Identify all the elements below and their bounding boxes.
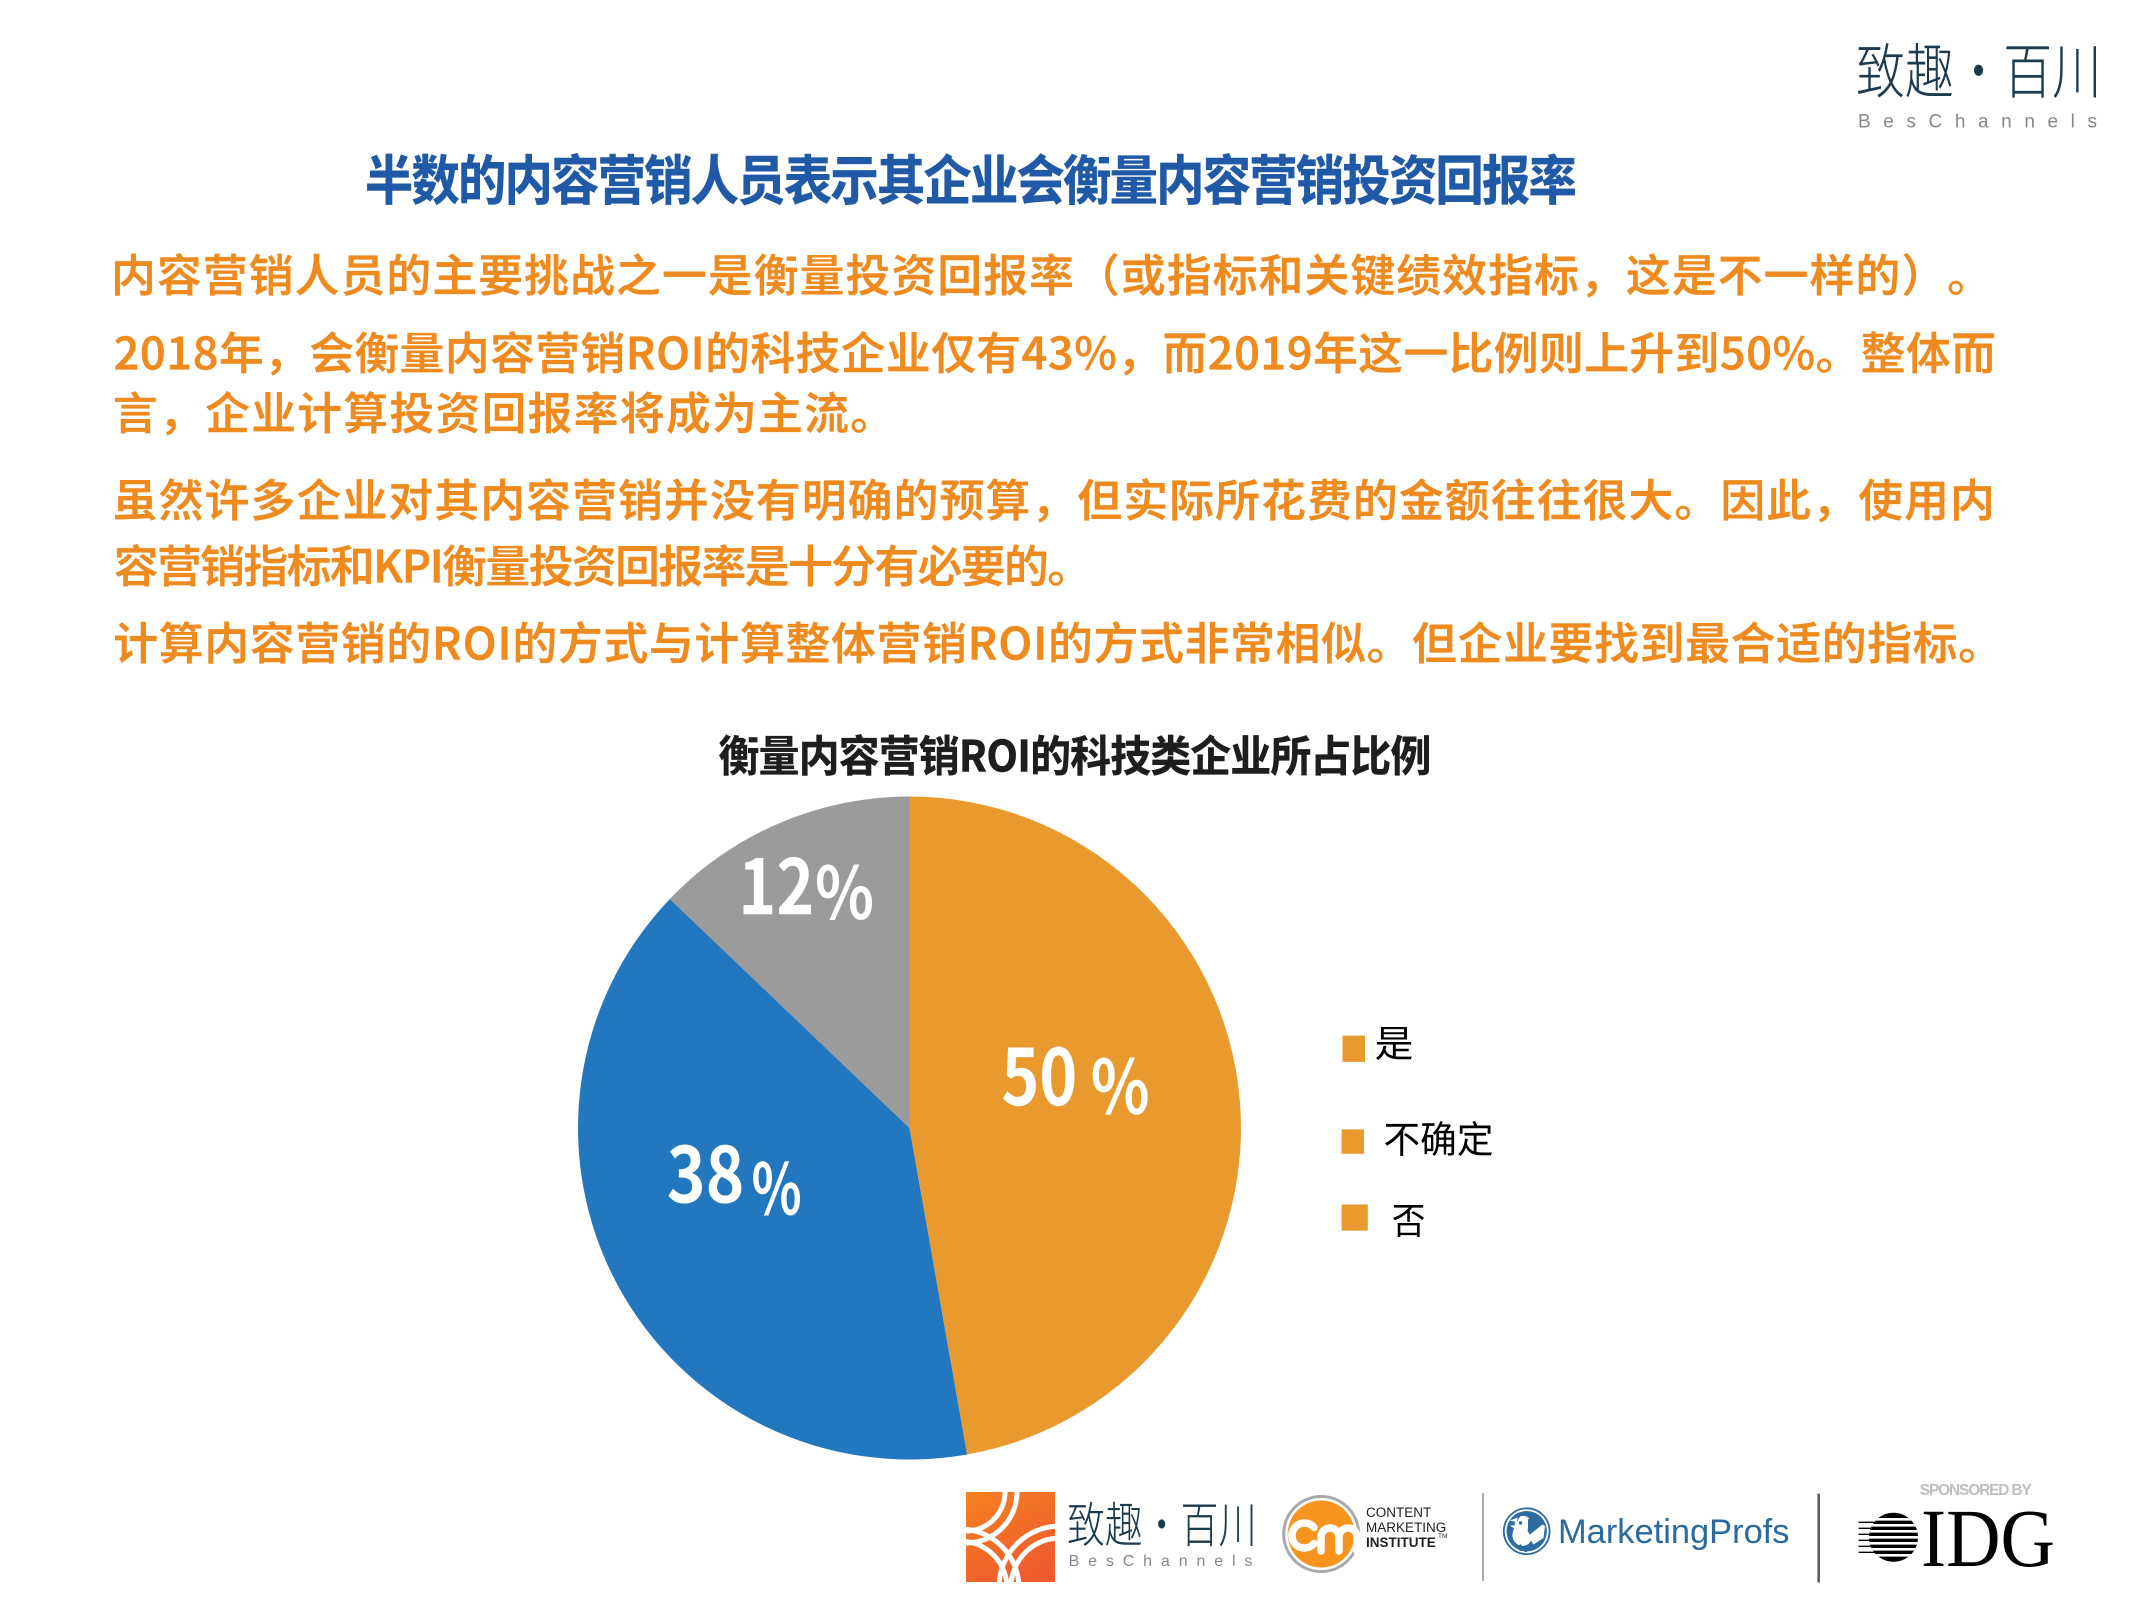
svg-text:CONTENT: CONTENT	[1366, 1505, 1431, 1520]
svg-text:BesChannels: BesChannels	[1069, 1553, 1253, 1570]
svg-text:IDG: IDG	[1921, 1492, 2055, 1584]
svg-text:SPONSORED BY: SPONSORED BY	[1920, 1482, 2033, 1499]
svg-text:BesChannels: BesChannels	[1858, 112, 2097, 133]
svg-text:MarketingProfs: MarketingProfs	[1558, 1513, 1790, 1551]
svg-text:INSTITUTE: INSTITUTE	[1366, 1535, 1436, 1550]
svg-text:MARKETING: MARKETING	[1366, 1520, 1446, 1535]
svg-text:TM: TM	[1438, 1533, 1447, 1540]
